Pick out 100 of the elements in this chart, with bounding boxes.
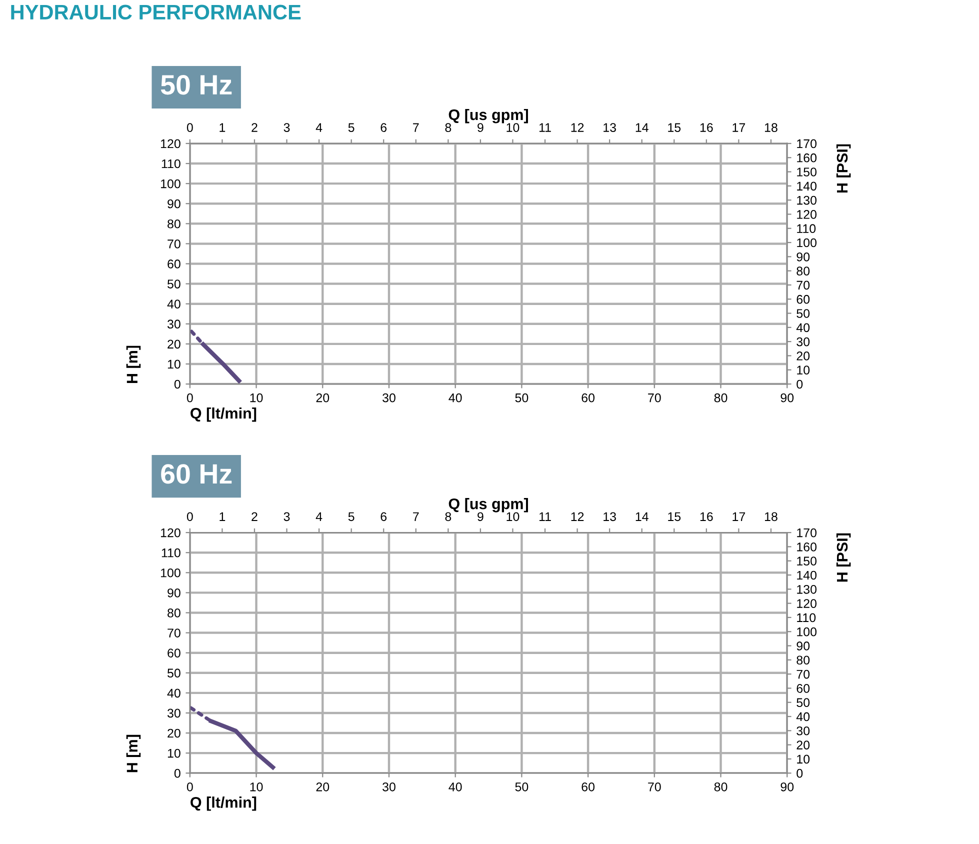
y-axis-title: H [m] [126, 734, 141, 772]
y2-tick-label: 80 [796, 266, 810, 276]
y-tick-label: 70 [168, 628, 180, 638]
y2-tick-label: 160 [797, 153, 817, 162]
x2-tick-label: 11 [539, 512, 551, 521]
y-tick-label: 80 [168, 219, 180, 228]
y2-tick-label: 0 [796, 380, 803, 389]
x-tick-label: 50 [515, 393, 528, 402]
x2-tick-label: 18 [764, 512, 778, 522]
y2-tick-label: 0 [796, 768, 803, 778]
y2-tick-label: 110 [797, 224, 816, 234]
x2-tick-label: 12 [571, 123, 584, 132]
y2-tick-label: 90 [796, 252, 810, 262]
y-tick-label: 70 [168, 240, 180, 248]
x2-tick-label: 14 [636, 123, 648, 132]
y-tick-label: 120 [161, 528, 180, 538]
y-tick-label: 20 [168, 728, 180, 738]
x-tick-label: 40 [448, 393, 462, 402]
y2-tick-label: 10 [797, 366, 810, 375]
x2-tick-label: 7 [413, 512, 419, 521]
x2-tick-label: 16 [700, 512, 713, 522]
x2-tick-label: 10 [506, 512, 520, 522]
y2-tick-label: 80 [796, 656, 810, 665]
y-tick-label: 100 [161, 568, 180, 578]
chart-title: 50 Hz [160, 75, 232, 95]
y2-tick-label: 40 [796, 712, 810, 722]
x-tick-label: 20 [316, 782, 330, 792]
y2-tick-label: 130 [797, 196, 817, 205]
x-tick-label: 50 [515, 782, 528, 792]
y-tick-label: 50 [167, 668, 180, 678]
y-tick-label: 110 [162, 548, 180, 558]
text: HYDRAULIC PERFORMANCE [11, 4, 301, 20]
x2-tick-label: 14 [636, 512, 648, 521]
x2-tick-label: 2 [252, 512, 258, 521]
x2-tick-label: 4 [316, 512, 322, 521]
y2-axis-title: H [PSI] [836, 533, 851, 582]
x-tick-label: 90 [780, 393, 794, 402]
y2-tick-label: 20 [796, 352, 810, 360]
x2-tick-label: 3 [284, 512, 290, 522]
x2-tick-label: 2 [252, 123, 258, 132]
x-tick-label: 80 [714, 782, 728, 792]
y-tick-label: 60 [168, 648, 180, 658]
x2-tick-label: 17 [732, 512, 746, 521]
x2-tick-label: 5 [348, 123, 354, 132]
y2-tick-label: 160 [797, 542, 817, 552]
y-tick-label: 110 [162, 159, 180, 168]
x2-tick-label: 12 [571, 512, 584, 521]
y2-tick-label: 170 [797, 139, 817, 148]
x2-tick-label: 10 [506, 123, 520, 132]
x2-tick-label: 7 [413, 123, 419, 132]
x-tick-label: 0 [186, 393, 193, 402]
y-tick-label: 20 [168, 340, 180, 349]
y2-tick-label: 50 [796, 698, 810, 708]
y2-tick-label: 140 [797, 182, 817, 191]
y2-tick-label: 130 [797, 584, 817, 594]
x-tick-label: 40 [448, 782, 462, 792]
y2-tick-label: 100 [797, 627, 817, 636]
x2-tick-label: 3 [284, 123, 290, 132]
y2-tick-label: 30 [796, 726, 810, 736]
x2-tick-label: 13 [604, 123, 616, 132]
x2-axis-title: Q [us gpm] [448, 108, 528, 124]
x2-tick-label: 6 [380, 512, 387, 522]
x-tick-label: 10 [250, 782, 263, 792]
y2-tick-label: 110 [797, 613, 816, 622]
x-tick-label: 70 [648, 393, 661, 402]
chart-title: 60 Hz [161, 464, 232, 484]
y-tick-label: 10 [168, 748, 180, 758]
y2-tick-label: 50 [796, 309, 810, 318]
x-axis-title: Q [lt/min] [190, 407, 256, 422]
x-tick-label: 60 [582, 393, 595, 402]
y-tick-label: 90 [168, 199, 180, 208]
x2-tick-label: 15 [668, 123, 681, 132]
y2-tick-label: 90 [796, 642, 810, 650]
x-tick-label: 80 [714, 393, 728, 402]
y2-tick-label: 170 [797, 528, 817, 538]
y2-tick-label: 60 [796, 294, 810, 304]
y2-tick-label: 120 [797, 599, 817, 608]
y-tick-label: 50 [167, 280, 180, 288]
y2-tick-label: 10 [797, 754, 810, 764]
y-axis-title: H [m] [126, 346, 141, 383]
x2-tick-label: 5 [348, 512, 354, 522]
y2-tick-label: 60 [796, 684, 810, 693]
x-tick-label: 90 [780, 782, 794, 792]
x2-tick-label: 0 [186, 512, 193, 522]
x2-tick-label: 16 [700, 123, 713, 132]
x2-tick-label: 4 [316, 123, 322, 132]
x2-tick-label: 18 [764, 123, 778, 132]
x-tick-label: 60 [582, 782, 595, 792]
y-tick-label: 30 [167, 708, 180, 718]
y-tick-label: 90 [168, 588, 180, 598]
y-tick-label: 10 [168, 360, 180, 369]
y-tick-label: 40 [167, 688, 180, 698]
x-axis-title: Q [lt/min] [190, 796, 256, 811]
y2-tick-label: 40 [796, 323, 810, 332]
x-tick-label: 30 [382, 782, 396, 792]
y2-tick-label: 70 [796, 670, 810, 679]
x2-tick-label: 1 [220, 123, 226, 132]
x2-axis-title: Q [us gpm] [448, 498, 528, 512]
x2-tick-label: 6 [380, 123, 387, 132]
y-tick-label: 40 [167, 300, 180, 308]
